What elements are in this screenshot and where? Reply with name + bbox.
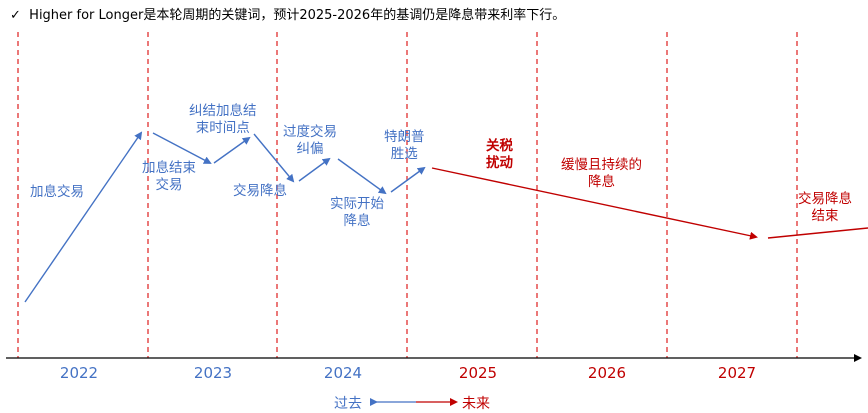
trend-arrow [152, 132, 212, 164]
year-label: 2024 [323, 364, 363, 382]
trend-arrow [767, 227, 868, 239]
headline: ✓ Higher for Longer是本轮周期的关键词，预计2025-2026… [10, 4, 565, 23]
year-label: 2022 [59, 364, 99, 382]
label-hike-end-trade: 加息结束 交易 [142, 160, 196, 193]
label-actual-cut-start: 实际开始 降息 [330, 196, 384, 229]
trend-arrow [24, 131, 143, 303]
label-correct-hike-end: 纠结加息结 束时间点 [189, 103, 257, 136]
legend-past: 过去 [334, 396, 362, 412]
past-trend-arrows [24, 131, 426, 303]
label-tariff-disturb: 关税 扰动 [486, 138, 513, 171]
trend-arrow [390, 166, 426, 193]
year-label: 2023 [193, 364, 233, 382]
label-trump-elected: 特朗普 胜选 [384, 129, 425, 162]
year-label: 2026 [587, 364, 627, 382]
checkmark-icon: ✓ [10, 8, 21, 23]
trend-arrow [337, 158, 387, 195]
trend-arrow [253, 133, 295, 183]
year-label: 2025 [458, 364, 498, 382]
label-over-trade-correct: 过度交易 纠偏 [283, 124, 337, 157]
trend-arrow [298, 157, 331, 182]
trend-arrow [213, 136, 251, 164]
trend-arrow [431, 167, 758, 240]
legend-future: 未来 [462, 396, 490, 412]
year-label: 2027 [717, 364, 757, 382]
label-cut-trade: 交易降息 [233, 183, 287, 199]
label-rate-hike-trade: 加息交易 [30, 184, 84, 200]
year-dividers [17, 32, 798, 358]
headline-text: Higher for Longer是本轮周期的关键词，预计2025-2026年的… [29, 8, 566, 23]
label-slow-sustained-cut: 缓慢且持续的 降息 [561, 157, 642, 190]
label-cut-trade-end: 交易降息 结束 [798, 191, 852, 224]
future-trend-arrows [431, 167, 868, 240]
